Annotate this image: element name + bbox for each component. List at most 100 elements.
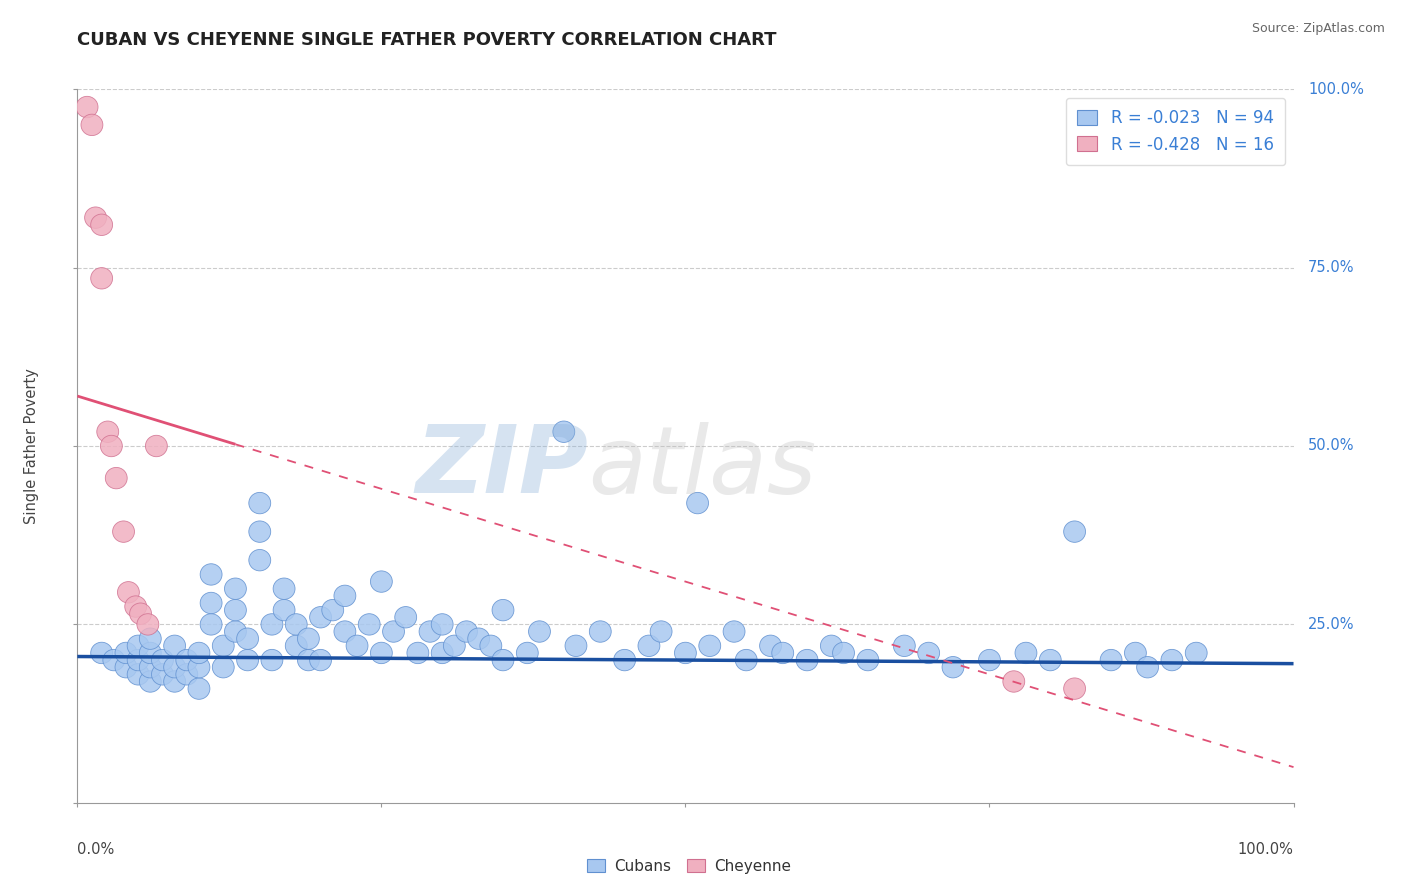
Ellipse shape (335, 621, 356, 642)
Ellipse shape (832, 642, 855, 664)
Ellipse shape (163, 657, 186, 678)
Ellipse shape (553, 421, 575, 442)
Ellipse shape (723, 621, 745, 642)
Ellipse shape (115, 657, 136, 678)
Ellipse shape (127, 635, 149, 657)
Ellipse shape (298, 649, 319, 671)
Ellipse shape (262, 649, 283, 671)
Ellipse shape (1015, 642, 1036, 664)
Ellipse shape (942, 657, 965, 678)
Ellipse shape (127, 664, 149, 685)
Text: 100.0%: 100.0% (1308, 82, 1364, 96)
Ellipse shape (249, 549, 271, 571)
Ellipse shape (979, 649, 1001, 671)
Ellipse shape (443, 635, 465, 657)
Ellipse shape (249, 492, 271, 514)
Ellipse shape (346, 635, 368, 657)
Ellipse shape (105, 467, 127, 489)
Ellipse shape (97, 421, 118, 442)
Ellipse shape (1161, 649, 1182, 671)
Ellipse shape (821, 635, 842, 657)
Ellipse shape (152, 664, 173, 685)
Ellipse shape (479, 635, 502, 657)
Ellipse shape (856, 649, 879, 671)
Ellipse shape (103, 649, 125, 671)
Ellipse shape (163, 671, 186, 692)
Text: Source: ZipAtlas.com: Source: ZipAtlas.com (1251, 22, 1385, 36)
Ellipse shape (432, 614, 453, 635)
Ellipse shape (236, 649, 259, 671)
Ellipse shape (273, 599, 295, 621)
Ellipse shape (492, 649, 515, 671)
Ellipse shape (1185, 642, 1208, 664)
Ellipse shape (589, 621, 612, 642)
Ellipse shape (129, 603, 152, 624)
Ellipse shape (918, 642, 939, 664)
Ellipse shape (1136, 657, 1159, 678)
Ellipse shape (565, 635, 586, 657)
Ellipse shape (370, 571, 392, 592)
Ellipse shape (613, 649, 636, 671)
Ellipse shape (382, 621, 405, 642)
Ellipse shape (115, 642, 136, 664)
Ellipse shape (188, 678, 209, 699)
Ellipse shape (359, 614, 380, 635)
Text: 50.0%: 50.0% (1308, 439, 1354, 453)
Text: atlas: atlas (588, 422, 817, 513)
Ellipse shape (125, 596, 146, 617)
Ellipse shape (262, 614, 283, 635)
Ellipse shape (529, 621, 550, 642)
Ellipse shape (176, 649, 198, 671)
Ellipse shape (370, 642, 392, 664)
Ellipse shape (1099, 649, 1122, 671)
Ellipse shape (200, 614, 222, 635)
Ellipse shape (188, 642, 209, 664)
Ellipse shape (152, 649, 173, 671)
Ellipse shape (772, 642, 793, 664)
Ellipse shape (273, 578, 295, 599)
Ellipse shape (1064, 678, 1085, 699)
Ellipse shape (236, 628, 259, 649)
Ellipse shape (249, 521, 271, 542)
Ellipse shape (100, 435, 122, 457)
Ellipse shape (638, 635, 659, 657)
Ellipse shape (188, 657, 209, 678)
Ellipse shape (1002, 671, 1025, 692)
Ellipse shape (136, 614, 159, 635)
Ellipse shape (200, 592, 222, 614)
Ellipse shape (298, 628, 319, 649)
Ellipse shape (699, 635, 721, 657)
Ellipse shape (406, 642, 429, 664)
Legend: R = -0.023   N = 94, R = -0.428   N = 16: R = -0.023 N = 94, R = -0.428 N = 16 (1066, 97, 1285, 165)
Text: 75.0%: 75.0% (1308, 260, 1354, 275)
Ellipse shape (893, 635, 915, 657)
Ellipse shape (675, 642, 696, 664)
Ellipse shape (285, 635, 307, 657)
Ellipse shape (225, 578, 246, 599)
Ellipse shape (91, 642, 112, 664)
Ellipse shape (76, 96, 98, 118)
Ellipse shape (322, 599, 343, 621)
Ellipse shape (212, 635, 235, 657)
Ellipse shape (139, 657, 162, 678)
Ellipse shape (91, 268, 112, 289)
Text: 0.0%: 0.0% (77, 842, 114, 857)
Ellipse shape (492, 599, 515, 621)
Ellipse shape (112, 521, 135, 542)
Text: Single Father Poverty: Single Father Poverty (24, 368, 38, 524)
Ellipse shape (516, 642, 538, 664)
Ellipse shape (1125, 642, 1146, 664)
Ellipse shape (1039, 649, 1062, 671)
Text: 25.0%: 25.0% (1308, 617, 1354, 632)
Ellipse shape (139, 642, 162, 664)
Ellipse shape (82, 114, 103, 136)
Text: CUBAN VS CHEYENNE SINGLE FATHER POVERTY CORRELATION CHART: CUBAN VS CHEYENNE SINGLE FATHER POVERTY … (77, 31, 778, 49)
Ellipse shape (145, 435, 167, 457)
Ellipse shape (225, 599, 246, 621)
Ellipse shape (200, 564, 222, 585)
Ellipse shape (468, 628, 489, 649)
Ellipse shape (139, 671, 162, 692)
Ellipse shape (118, 582, 139, 603)
Legend: Cubans, Cheyenne: Cubans, Cheyenne (581, 853, 797, 880)
Ellipse shape (735, 649, 758, 671)
